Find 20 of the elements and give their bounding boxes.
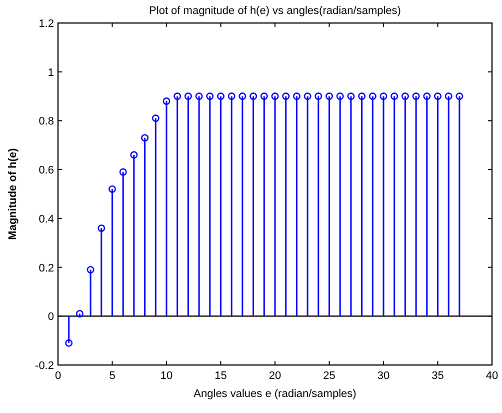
y-tick-label: 1 [48, 66, 54, 79]
x-tick-label: 10 [160, 370, 173, 382]
x-tick-label: 30 [377, 370, 390, 382]
point [76, 310, 84, 318]
y-tick-label: -0.2 [35, 360, 54, 372]
y-tick-label: 0 [48, 311, 54, 324]
x-tick-label: 5 [109, 370, 116, 382]
x-tick-label: 40 [486, 370, 498, 382]
y-tick-label: 0.4 [38, 213, 54, 226]
y-tick-label: 0.8 [38, 116, 54, 128]
y-tick-label: 1.2 [38, 18, 54, 30]
x-tick-label: 25 [323, 370, 336, 382]
y-axis-title: Magnitude of h(e) [7, 148, 19, 240]
y-tick-label: 0.2 [38, 262, 54, 274]
chart-title: Plot of magnitude of h(e) vs angles(radian/samples) [149, 5, 401, 17]
x-tick-label: 20 [268, 370, 282, 382]
x-axis-title: Angles values e (radian/samples) [194, 388, 356, 400]
y-tick-label: 0.6 [38, 164, 54, 177]
x-tick-label: 15 [214, 370, 227, 382]
x-tick-label: 35 [432, 370, 444, 382]
